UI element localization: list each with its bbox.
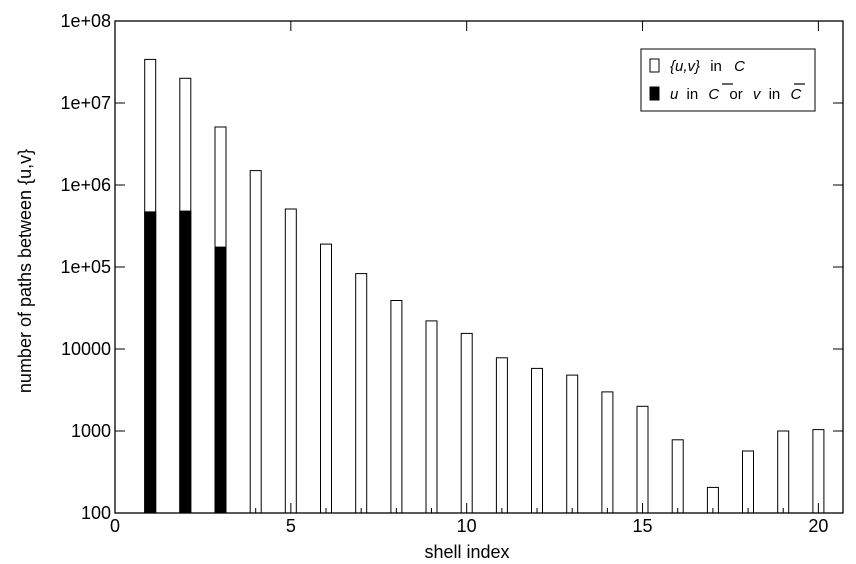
bar-series-1-x-10 [460,332,473,514]
bar-series-1-x-19 [777,430,790,514]
y-tick-label: 1e+06 [60,175,111,195]
x-tick-label: 0 [110,516,120,536]
legend-text-c-bar-a: C [708,86,719,103]
legend-text-v: v [753,86,762,103]
bar-series-1-x-15 [636,405,649,514]
legend-text-in: in [710,58,722,75]
legend-text-u: u [670,86,679,103]
ticks-layer: 0 5 10 15 20 100 1000 10000 1e+05 1e+06 1e+07 1e+08 [60,11,843,536]
legend-text-in-a: in [687,86,699,103]
bar-series-1-x-13 [566,374,579,514]
legend-text-or: or [729,86,742,103]
bar-series-1-x-18 [742,450,754,514]
y-tick-label: 1e+08 [60,11,111,31]
bar-series-1-x-20 [812,429,825,514]
legend-text-c-bar-b: C [790,86,801,103]
bar-series-2-x-3 [214,246,227,514]
bar-series-1-x-12 [531,367,543,514]
bars-layer [144,58,825,514]
bar-series-1-x-7 [355,273,368,514]
bar-series-1-x-16 [671,439,684,514]
y-tick-label: 1e+07 [60,93,111,113]
bar-series-1-x-4 [249,170,262,514]
legend-entry-series-1: {u,v} in C [649,58,745,75]
y-tick-label: 100 [81,503,111,523]
legend-frame [640,48,816,112]
legend-label-series-2: u in C or v in C [670,86,801,103]
bar-series-2-x-2 [179,210,192,514]
legend-swatch-series-1 [649,58,660,73]
bar-series-1-x-9 [425,320,438,514]
bar-series-2-x-1 [144,211,157,514]
x-tick-label: 15 [633,516,653,536]
legend-swatch-series-2 [649,86,660,101]
legend-label-series-1: {u,v} in C [670,58,745,75]
x-tick-label: 10 [457,516,477,536]
bar-series-1-x-6 [320,243,332,514]
legend-text-uv: {u,v} [670,58,700,75]
y-tick-label: 1e+05 [60,257,111,277]
y-tick-label: 10000 [61,339,111,359]
bar-series-1-x-14 [601,391,614,514]
x-axis-label: shell index [424,542,509,562]
legend: {u,v} in C u in C or v in C [640,48,816,112]
legend-text-c: C [734,58,745,75]
x-tick-label: 5 [286,516,296,536]
y-axis-label: number of paths between {u,v} [15,149,35,393]
legend-text-in-b: in [769,86,781,103]
y-tick-label: 1000 [71,421,111,441]
bar-series-1-x-11 [495,357,508,514]
bar-series-1-x-5 [284,208,297,514]
legend-entry-series-2: u in C or v in C [649,83,805,103]
x-tick-label: 20 [808,516,828,536]
bar-series-1-x-8 [390,300,403,514]
